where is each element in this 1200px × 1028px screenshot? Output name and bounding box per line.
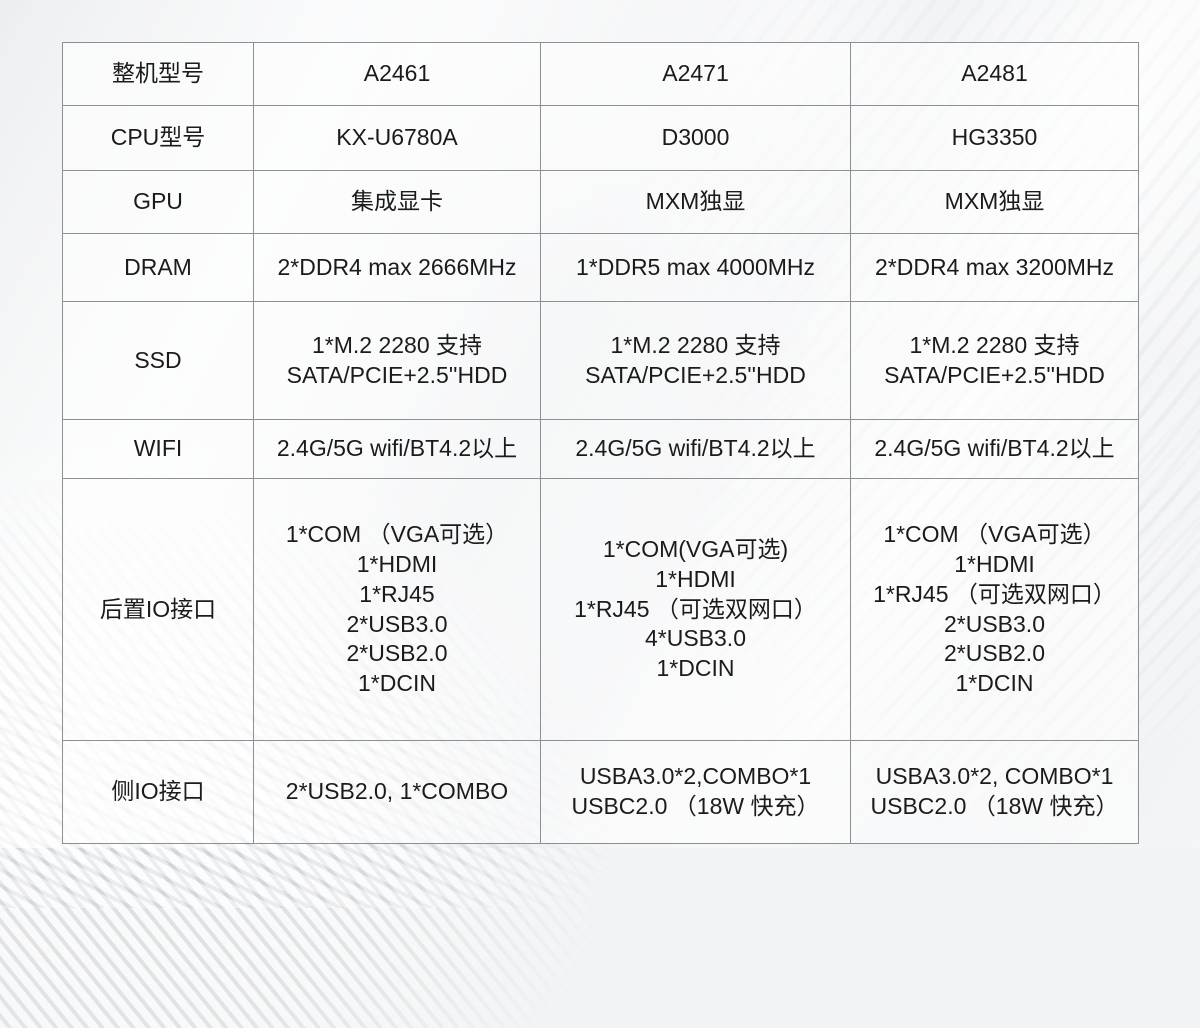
table-row-ssd: SSD 1*M.2 2280 支持 SATA/PCIE+2.5''HDD 1*M… <box>62 301 1139 420</box>
cell-model-a2461: A2461 <box>253 42 541 106</box>
cell-model-a2481: A2481 <box>850 42 1139 106</box>
table-row-model: 整机型号 A2461 A2471 A2481 <box>62 42 1139 106</box>
row-label-ssd: SSD <box>62 301 254 420</box>
cell-side-io-a2471: USBA3.0*2,COMBO*1 USBC2.0 （18W 快充） <box>540 740 851 844</box>
row-label-dram: DRAM <box>62 233 254 302</box>
cell-dram-a2481: 2*DDR4 max 3200MHz <box>850 233 1139 302</box>
cell-dram-a2471: 1*DDR5 max 4000MHz <box>540 233 851 302</box>
cell-wifi-a2471: 2.4G/5G wifi/BT4.2以上 <box>540 419 851 479</box>
cell-rear-io-a2481: 1*COM （VGA可选） 1*HDMI 1*RJ45 （可选双网口） 2*US… <box>850 478 1139 741</box>
cell-ssd-a2481: 1*M.2 2280 支持 SATA/PCIE+2.5''HDD <box>850 301 1139 420</box>
cell-dram-a2461: 2*DDR4 max 2666MHz <box>253 233 541 302</box>
row-label-side-io: 侧IO接口 <box>62 740 254 844</box>
table-row-wifi: WIFI 2.4G/5G wifi/BT4.2以上 2.4G/5G wifi/B… <box>62 419 1139 479</box>
cell-gpu-a2471: MXM独显 <box>540 170 851 234</box>
table-row-dram: DRAM 2*DDR4 max 2666MHz 1*DDR5 max 4000M… <box>62 233 1139 302</box>
cell-side-io-a2481: USBA3.0*2, COMBO*1 USBC2.0 （18W 快充） <box>850 740 1139 844</box>
cell-rear-io-a2471: 1*COM(VGA可选) 1*HDMI 1*RJ45 （可选双网口） 4*USB… <box>540 478 851 741</box>
cell-ssd-a2471: 1*M.2 2280 支持 SATA/PCIE+2.5''HDD <box>540 301 851 420</box>
row-label-wifi: WIFI <box>62 419 254 479</box>
cell-wifi-a2461: 2.4G/5G wifi/BT4.2以上 <box>253 419 541 479</box>
row-label-model: 整机型号 <box>62 42 254 106</box>
cell-cpu-a2471: D3000 <box>540 105 851 171</box>
table-row-rear-io: 后置IO接口 1*COM （VGA可选） 1*HDMI 1*RJ45 2*USB… <box>62 478 1139 741</box>
cell-gpu-a2481: MXM独显 <box>850 170 1139 234</box>
cell-cpu-a2461: KX-U6780A <box>253 105 541 171</box>
row-label-gpu: GPU <box>62 170 254 234</box>
cell-model-a2471: A2471 <box>540 42 851 106</box>
row-label-rear-io: 后置IO接口 <box>62 478 254 741</box>
cell-cpu-a2481: HG3350 <box>850 105 1139 171</box>
cell-wifi-a2481: 2.4G/5G wifi/BT4.2以上 <box>850 419 1139 479</box>
specification-comparison-table: 整机型号 A2461 A2471 A2481 CPU型号 KX-U6780A D… <box>62 42 1139 844</box>
cell-rear-io-a2461: 1*COM （VGA可选） 1*HDMI 1*RJ45 2*USB3.0 2*U… <box>253 478 541 741</box>
table-row-side-io: 侧IO接口 2*USB2.0, 1*COMBO USBA3.0*2,COMBO*… <box>62 740 1139 844</box>
table-row-gpu: GPU 集成显卡 MXM独显 MXM独显 <box>62 170 1139 234</box>
row-label-cpu: CPU型号 <box>62 105 254 171</box>
cell-side-io-a2461: 2*USB2.0, 1*COMBO <box>253 740 541 844</box>
table-row-cpu: CPU型号 KX-U6780A D3000 HG3350 <box>62 105 1139 171</box>
cell-gpu-a2461: 集成显卡 <box>253 170 541 234</box>
cell-ssd-a2461: 1*M.2 2280 支持 SATA/PCIE+2.5''HDD <box>253 301 541 420</box>
